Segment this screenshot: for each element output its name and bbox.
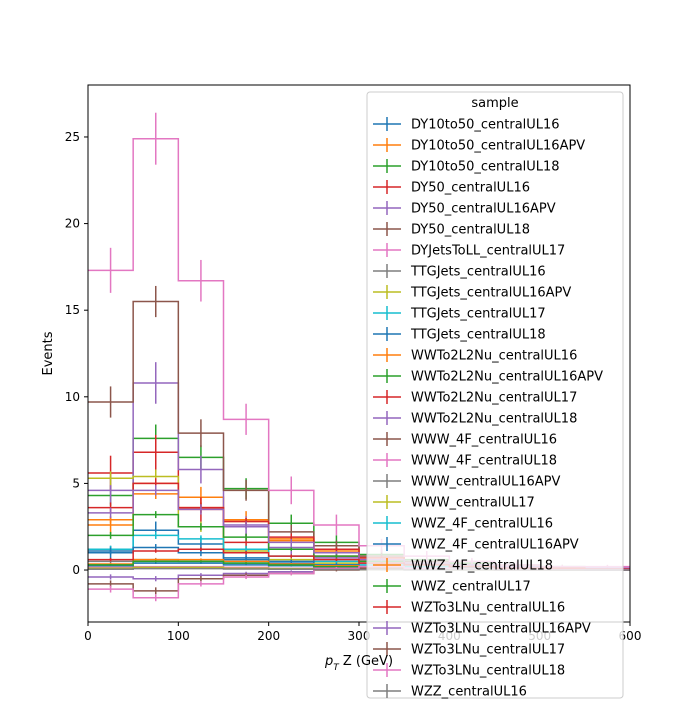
legend: sample DY10to50_centralUL16 DY10to50_centr… bbox=[366, 91, 624, 700]
legend-label: WZTo3LNu_centralUL17 bbox=[411, 643, 565, 658]
legend-label: DY50_centralUL16 bbox=[411, 181, 530, 196]
legend-entry: WWTo2L2Nu_centralUL16 bbox=[373, 348, 577, 364]
legend-label: WZZ_centralUL16 bbox=[411, 685, 527, 700]
legend-box bbox=[366, 91, 624, 699]
legend-label: WWTo2L2Nu_centralUL17 bbox=[411, 391, 577, 406]
legend-label: TTGJets_centralUL18 bbox=[410, 328, 546, 343]
x-axis-label-text: Z (GeV) bbox=[339, 654, 393, 669]
legend-label: DY10to50_centralUL18 bbox=[411, 160, 560, 175]
legend-label: WWW_4F_centralUL18 bbox=[411, 454, 557, 469]
legend-entry: DY10to50_centralUL18 bbox=[373, 159, 560, 175]
legend-entry: DY10to50_centralUL16 bbox=[373, 117, 560, 133]
y-tick-label: 15 bbox=[65, 303, 80, 317]
legend-label: DY10to50_centralUL16APV bbox=[411, 139, 585, 154]
legend-label: WZTo3LNu_centralUL16APV bbox=[411, 622, 591, 637]
y-axis-label: Events bbox=[41, 331, 56, 375]
legend-label: WWW_centralUL17 bbox=[411, 496, 535, 511]
legend-entry: DY50_centralUL16 bbox=[373, 180, 530, 196]
legend-label: WWZ_4F_centralUL16 bbox=[411, 517, 553, 532]
legend-label: WWTo2L2Nu_centralUL18 bbox=[411, 412, 577, 427]
y-tick-label: 5 bbox=[72, 476, 80, 490]
legend-label: WWZ_centralUL17 bbox=[411, 580, 531, 595]
legend-entry: WWZ_4F_centralUL18 bbox=[373, 558, 553, 574]
legend-entry: WZTo3LNu_centralUL16APV bbox=[373, 621, 591, 637]
legend-entry: TTGJets_centralUL17 bbox=[373, 306, 546, 322]
legend-label: TTGJets_centralUL17 bbox=[410, 307, 546, 322]
legend-entry: TTGJets_centralUL16 bbox=[373, 264, 546, 280]
legend-label: WWTo2L2Nu_centralUL16APV bbox=[411, 370, 603, 385]
legend-label: DYJetsToLL_centralUL17 bbox=[411, 244, 565, 259]
legend-entry: WWW_4F_centralUL18 bbox=[373, 453, 557, 469]
x-tick-label: 300 bbox=[348, 629, 371, 643]
legend-entry: WZTo3LNu_centralUL16 bbox=[373, 600, 565, 616]
legend-entry: DY10to50_centralUL16APV bbox=[373, 138, 585, 154]
y-tick-label: 20 bbox=[65, 217, 80, 231]
legend-label: TTGJets_centralUL16APV bbox=[410, 286, 571, 301]
legend-label: WWW_4F_centralUL16 bbox=[411, 433, 557, 448]
x-tick-label: 600 bbox=[619, 629, 642, 643]
legend-entry: WWTo2L2Nu_centralUL16APV bbox=[373, 369, 603, 385]
legend-entry: WWTo2L2Nu_centralUL18 bbox=[373, 411, 577, 427]
legend-entry: WWW_4F_centralUL16 bbox=[373, 432, 557, 448]
x-tick-label: 0 bbox=[84, 629, 92, 643]
legend-entry: WWW_centralUL17 bbox=[373, 495, 535, 511]
legend-title: sample bbox=[471, 96, 518, 111]
legend-label: WWZ_4F_centralUL18 bbox=[411, 559, 553, 574]
legend-label: DY50_centralUL18 bbox=[411, 223, 530, 238]
y-tick-label: 25 bbox=[65, 130, 80, 144]
legend-label: DY10to50_centralUL16 bbox=[411, 118, 560, 133]
legend-label: WZTo3LNu_centralUL16 bbox=[411, 601, 565, 616]
legend-entry: WWW_centralUL16APV bbox=[373, 474, 560, 490]
legend-entry: DY50_centralUL16APV bbox=[373, 201, 556, 217]
legend-entry: WWZ_4F_centralUL16APV bbox=[373, 537, 579, 553]
x-axis-label: pT Z (GeV) bbox=[324, 654, 393, 673]
legend-entry: WZZ_centralUL16 bbox=[373, 684, 527, 700]
x-tick-label: 100 bbox=[167, 629, 190, 643]
x-tick-label: 200 bbox=[257, 629, 280, 643]
x-axis-label-math: p bbox=[324, 654, 333, 669]
legend-entry: TTGJets_centralUL18 bbox=[373, 327, 546, 343]
legend-entry: WWTo2L2Nu_centralUL17 bbox=[373, 390, 577, 406]
legend-label: DY50_centralUL16APV bbox=[411, 202, 556, 217]
legend-label: WWW_centralUL16APV bbox=[411, 475, 560, 490]
legend-entry: WWZ_4F_centralUL16 bbox=[373, 516, 553, 532]
legend-label: WZTo3LNu_centralUL18 bbox=[411, 664, 565, 679]
y-tick-label: 0 bbox=[72, 563, 80, 577]
legend-label: WWTo2L2Nu_centralUL16 bbox=[411, 349, 577, 364]
y-tick-label: 10 bbox=[65, 390, 80, 404]
legend-entry: TTGJets_centralUL16APV bbox=[373, 285, 571, 301]
legend-entry: WZTo3LNu_centralUL17 bbox=[373, 642, 565, 658]
legend-entry: DYJetsToLL_centralUL17 bbox=[373, 243, 565, 259]
legend-entry: WZTo3LNu_centralUL18 bbox=[373, 663, 565, 679]
legend-entry: WWZ_centralUL17 bbox=[373, 579, 531, 595]
legend-entry: DY50_centralUL18 bbox=[373, 222, 530, 238]
legend-label: TTGJets_centralUL16 bbox=[410, 265, 546, 280]
x-axis-label-subscript: T bbox=[333, 663, 340, 673]
legend-label: WWZ_4F_centralUL16APV bbox=[411, 538, 579, 553]
